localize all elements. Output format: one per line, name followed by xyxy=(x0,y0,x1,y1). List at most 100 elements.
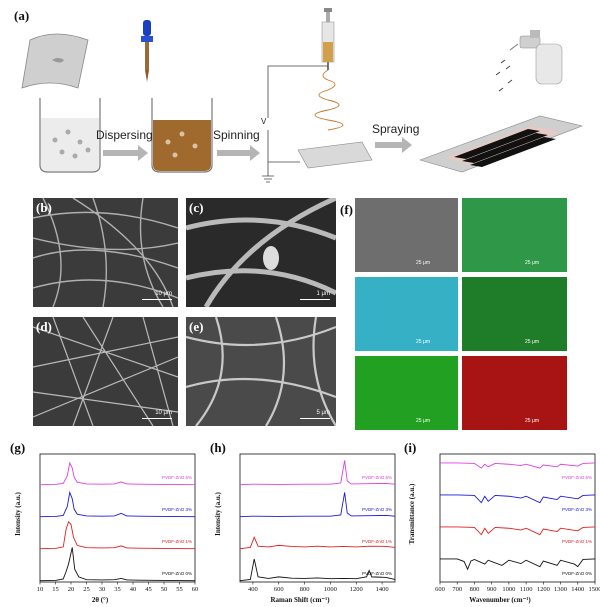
elemental-map: 25 μm xyxy=(355,277,458,351)
arrow-icon xyxy=(375,137,412,153)
sem-panel-c: (c) 1 μm xyxy=(186,198,336,307)
scale-label: 10 μm xyxy=(155,410,172,416)
series-line xyxy=(239,558,396,582)
fiber-texture xyxy=(33,198,178,307)
series-line xyxy=(440,526,596,536)
x-tick-label: 35 xyxy=(114,586,121,593)
elemental-map: 25 μm xyxy=(462,198,567,272)
x-tick-label: 1200 xyxy=(537,586,550,593)
scale-label: 25 μm xyxy=(525,339,539,345)
circuit xyxy=(262,65,328,183)
series-label: PVDF-ZnO 0% xyxy=(562,571,592,576)
x-tick-label: 60 xyxy=(192,586,199,593)
scale-label: 1 μm xyxy=(316,291,330,297)
fiber-spiral xyxy=(314,69,344,131)
spray-gun-icon xyxy=(495,30,563,92)
chart-svg: 400 600 800 1000 1200 1400 PVDF-ZnO 5% PVDF-ZnO… xyxy=(239,453,396,593)
x-tick-label: 1400 xyxy=(376,586,389,593)
fiber-texture xyxy=(33,317,178,426)
dropper-icon xyxy=(141,20,153,82)
fiber-texture xyxy=(186,198,336,307)
step-spraying: Spraying xyxy=(372,122,420,136)
y-axis-title: Transmittance (a.u.) xyxy=(408,483,416,545)
series-label: PVDF-ZnO 3% xyxy=(362,507,392,512)
series-line xyxy=(440,462,596,469)
series-label: PVDF-ZnO 5% xyxy=(162,475,192,480)
beaker-icon xyxy=(151,98,213,173)
process-schematic xyxy=(21,8,584,183)
series-line xyxy=(39,547,196,582)
chart-svg: 600 700 800 900 1000 1100 1200 1300 1400 1500 PVDF… xyxy=(435,453,600,593)
elemental-map-grid: 25 μm 25 μm 25 μm 25 μm 25 μm 25 μm xyxy=(355,198,567,430)
series-label: PVDF-ZnO 5% xyxy=(562,475,592,480)
y-axis-title: Intensity (a.u.) xyxy=(14,492,22,536)
series-line xyxy=(440,494,596,504)
x-tick-label: 20 xyxy=(68,586,75,593)
scale-label: 5 μm xyxy=(316,410,330,416)
panel-d-label: (d) xyxy=(36,319,52,334)
chart-i: (i) 600 700 800 900 1000 1100 1200 1300 1400 1500… xyxy=(400,440,600,607)
x-tick-label: 15 xyxy=(52,586,59,593)
step-dispersing: Dispersing xyxy=(96,128,153,142)
x-tick-label: 55 xyxy=(176,586,183,593)
panel-h-label: (h) xyxy=(210,440,226,455)
series-label: PVDF-ZnO 3% xyxy=(162,507,192,512)
series-label: PVDF-ZnO 5% xyxy=(362,475,392,480)
x-tick-label: 800 xyxy=(300,586,310,593)
panel-f-label: (f) xyxy=(340,202,353,217)
x-tick-label: 50 xyxy=(161,586,168,593)
chart-g: (g) 10 15 20 25 30 35 40 45 50 55 60 PVDF-ZnO 5% PVD… xyxy=(0,440,200,607)
plot-frame xyxy=(39,453,196,583)
x-tick-label: 1400 xyxy=(571,586,584,593)
x-tick-label: 25 xyxy=(83,586,90,593)
scale-label: 25 μm xyxy=(416,418,430,424)
series-line xyxy=(39,520,196,550)
series-label: PVDF-ZnO 1% xyxy=(362,539,392,544)
arrow-icon xyxy=(103,145,148,161)
arrow-icon xyxy=(217,145,260,161)
x-tick-label: 30 xyxy=(99,586,106,593)
scale-label: 25 μm xyxy=(416,260,430,266)
x-tick-label: 1200 xyxy=(350,586,363,593)
sem-panel-d: (d) 10 μm xyxy=(33,317,178,426)
series-line xyxy=(440,558,596,571)
x-axis-title: 2θ (°) xyxy=(91,596,109,604)
scale-label: 25 μm xyxy=(525,260,539,266)
panel-e-label: (e) xyxy=(189,319,204,334)
x-tick-label: 700 xyxy=(452,586,462,593)
panel-g-label: (g) xyxy=(10,440,26,455)
x-tick-label: 45 xyxy=(145,586,152,593)
series-line xyxy=(239,536,396,550)
elemental-map: 25 μm xyxy=(355,198,458,272)
scale-bar xyxy=(142,418,172,419)
series-label: PVDF-ZnO 3% xyxy=(562,507,592,512)
fiber-texture xyxy=(186,317,336,426)
scale-bar xyxy=(300,299,330,300)
beaker-icon xyxy=(39,98,101,173)
x-axis-title: Wavenumber (cm⁻¹) xyxy=(469,596,531,604)
voltage-label: V xyxy=(261,117,267,126)
coated-substrate xyxy=(419,115,584,173)
x-tick-label: 1300 xyxy=(554,586,567,593)
syringe-icon xyxy=(321,8,335,70)
x-tick-label: 1000 xyxy=(502,586,515,593)
x-tick-label: 600 xyxy=(274,586,284,593)
panel-i-label: (i) xyxy=(404,440,417,455)
scale-label: 25 μm xyxy=(525,418,539,424)
sem-panel-e: (e) 5 μm xyxy=(186,317,336,426)
elemental-map: 25 μm xyxy=(355,356,458,430)
plot-frame xyxy=(239,453,396,583)
collector-plate xyxy=(297,141,373,169)
panel-a-label: (a) xyxy=(14,8,30,23)
x-tick-label: 1500 xyxy=(589,586,600,593)
chart-h: (h) 400 600 800 1000 1200 1400 PVDF-ZnO 5% PVDF… xyxy=(200,440,400,607)
series-line xyxy=(239,492,396,518)
x-tick-label: 800 xyxy=(470,586,480,593)
panel-c-label: (c) xyxy=(189,200,204,215)
panel-b-label: (b) xyxy=(36,200,52,215)
x-tick-label: 600 xyxy=(435,586,445,593)
x-tick-label: 10 xyxy=(37,586,44,593)
series-line xyxy=(39,490,196,518)
series-label: PVDF-ZnO 0% xyxy=(362,571,392,576)
series-line xyxy=(39,461,196,486)
